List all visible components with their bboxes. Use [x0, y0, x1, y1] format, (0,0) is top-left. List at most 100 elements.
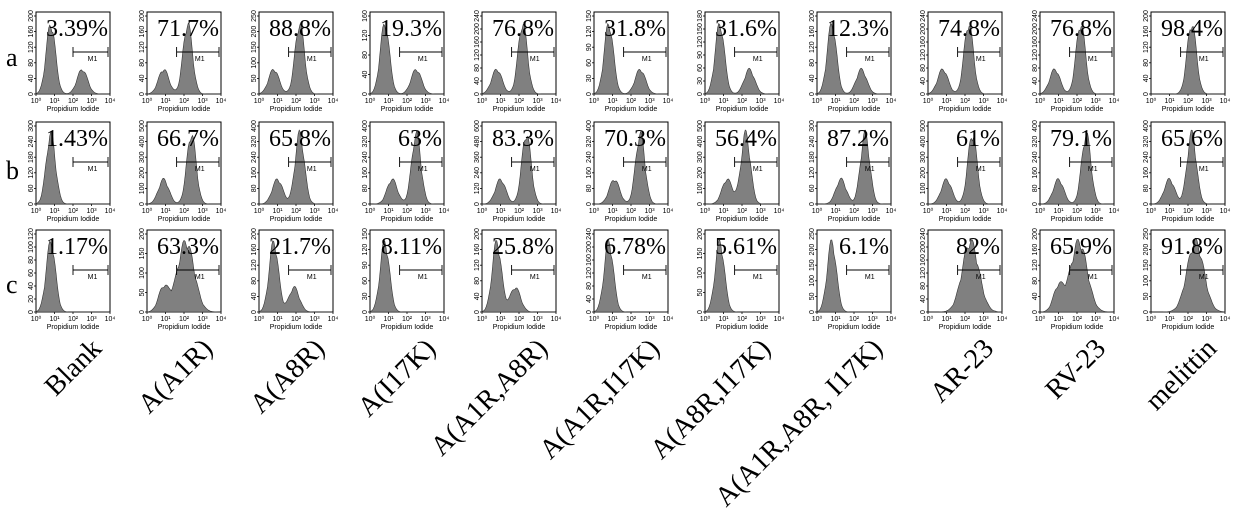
y-tick-label: 150: [139, 248, 146, 260]
y-tick-label: 0: [28, 92, 35, 96]
x-tick-label: 10¹: [160, 98, 171, 105]
gate-label: M1: [195, 274, 205, 281]
gate-label: M1: [418, 166, 428, 173]
y-tick-label: 50: [809, 292, 816, 300]
gate-label: M1: [1088, 166, 1098, 173]
x-tick-label: 10³: [420, 98, 431, 105]
gate-label: M1: [418, 274, 428, 281]
gate-label: M1: [976, 274, 986, 281]
x-axis-label: Propidium Iodide: [381, 324, 434, 331]
y-tick-label: 300: [139, 151, 146, 163]
gate-label: M1: [865, 56, 875, 63]
histogram-area: [927, 25, 1002, 95]
x-tick-label: 10⁰: [142, 97, 153, 105]
x-tick-label: 10⁰: [31, 207, 42, 215]
histogram-panel: 0 60 120 180 240 300 10⁰ 10¹ 10² 10³ 10⁴ Propidium …: [809, 120, 896, 223]
y-tick-label: 0: [697, 92, 704, 96]
gate-percentage: 12.3%: [827, 16, 889, 42]
gate-label: M1: [418, 56, 428, 63]
y-tick-label: 120: [28, 41, 35, 53]
gate-percentage: 88.8%: [269, 16, 331, 42]
gate-percentage: 63.3%: [157, 234, 219, 260]
y-tick-label: 100: [697, 182, 704, 194]
x-axis-label: Propidium Iodide: [158, 106, 211, 113]
y-tick-label: 0: [28, 202, 35, 206]
y-tick-label: 80: [251, 184, 258, 192]
y-tick-label: 20: [28, 295, 35, 303]
y-tick-label: 160: [139, 26, 146, 38]
y-tick-label: 400: [1143, 120, 1150, 132]
x-tick-label: 10³: [1090, 316, 1101, 323]
y-tick-label: 160: [586, 167, 593, 179]
y-tick-label: 160: [251, 167, 258, 179]
gate-percentage: 63%: [398, 126, 442, 152]
histogram-area: [1039, 132, 1114, 205]
x-tick-label: 10¹: [1164, 98, 1175, 105]
x-tick-label: 10⁴: [328, 98, 339, 105]
y-tick-label: 30: [697, 77, 704, 85]
y-tick-label: 30: [586, 74, 593, 82]
y-tick-label: 40: [474, 77, 481, 85]
y-tick-label: 300: [28, 120, 35, 132]
y-tick-label: 100: [1143, 275, 1150, 287]
y-tick-label: 0: [362, 202, 369, 206]
x-tick-label: 10⁴: [774, 208, 785, 215]
y-tick-label: 50: [697, 289, 704, 297]
x-tick-label: 10²: [514, 98, 525, 105]
x-tick-label: 10⁴: [1109, 98, 1120, 105]
x-tick-label: 10⁴: [774, 98, 785, 105]
y-tick-label: 40: [362, 71, 369, 79]
histogram-area: [927, 137, 1002, 205]
x-tick-label: 10⁴: [216, 98, 227, 105]
y-tick-label: 160: [1032, 167, 1039, 179]
y-tick-label: 80: [586, 282, 593, 290]
sample-label: A(A1R): [132, 333, 219, 420]
y-tick-label: 0: [586, 202, 593, 206]
y-tick-label: 240: [1032, 10, 1039, 22]
y-tick-label: 40: [920, 295, 927, 303]
sample-label: RV-23: [1040, 333, 1112, 405]
y-tick-label: 0: [586, 92, 593, 96]
gate-percentage: 65.9%: [1050, 234, 1112, 260]
histogram-panel: 0 30 60 90 120 150 10⁰ 10¹ 10² 10³ 10⁴ Propidium Io…: [362, 228, 449, 331]
x-tick-label: 10⁰: [1146, 315, 1157, 323]
y-tick-label: 250: [251, 10, 258, 22]
gate-percentage: 98.4%: [1161, 16, 1223, 42]
y-tick-label: 240: [474, 10, 481, 22]
histogram-panel: 0 100 200 300 400 500 10⁰ 10¹ 10² 10³ 10⁴ Propidium…: [920, 120, 1007, 223]
x-tick-label: 10²: [402, 208, 413, 215]
gate-percentage: 76.8%: [1050, 16, 1112, 42]
x-tick-label: 10⁴: [774, 316, 785, 323]
y-tick-label: 0: [1143, 202, 1150, 206]
gate-percentage: 71.7%: [157, 16, 219, 42]
y-tick-label: 300: [809, 120, 816, 132]
x-tick-label: 10⁰: [700, 207, 711, 215]
x-tick-label: 10⁰: [589, 97, 600, 105]
gate-percentage: 31.8%: [604, 16, 666, 42]
x-tick-label: 10¹: [495, 316, 506, 323]
x-axis-label: Propidium Iodide: [828, 106, 881, 113]
y-tick-label: 480: [474, 136, 481, 148]
y-tick-label: 0: [251, 202, 258, 206]
x-tick-label: 10¹: [272, 98, 283, 105]
x-tick-label: 10¹: [383, 316, 394, 323]
y-tick-label: 0: [920, 202, 927, 206]
x-tick-label: 10²: [68, 316, 79, 323]
x-axis-label: Propidium Iodide: [1162, 106, 1215, 113]
x-tick-label: 10²: [960, 208, 971, 215]
histogram-area: [481, 24, 556, 95]
row-label-a: a: [6, 43, 18, 72]
gate-label: M1: [307, 56, 317, 63]
histogram-area: [1151, 26, 1225, 95]
gate-percentage: 8.11%: [381, 234, 442, 260]
histogram-panel: 0 40 80 120 160 200 10⁰ 10¹ 10² 10³ 10⁴ Propidium I…: [139, 10, 226, 113]
gate-label: M1: [1199, 166, 1209, 173]
histogram-area: [146, 22, 221, 95]
y-tick-label: 240: [1032, 151, 1039, 163]
y-tick-label: 100: [920, 182, 927, 194]
y-tick-label: 150: [251, 41, 258, 53]
x-tick-label: 10¹: [1164, 208, 1175, 215]
y-tick-label: 240: [920, 10, 927, 22]
y-tick-label: 80: [362, 184, 369, 192]
